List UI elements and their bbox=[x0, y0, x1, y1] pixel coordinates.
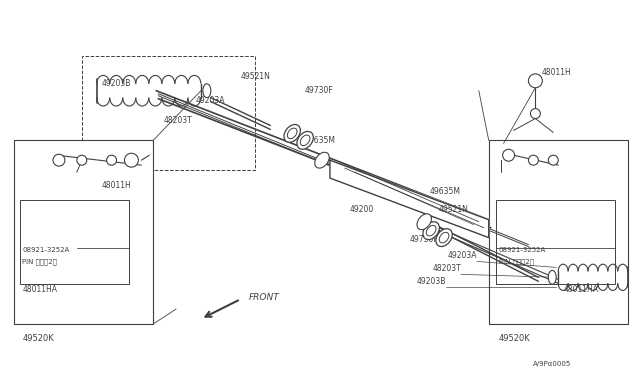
Text: 49203A: 49203A bbox=[196, 96, 225, 105]
Ellipse shape bbox=[417, 214, 431, 230]
Text: 49521N: 49521N bbox=[439, 205, 469, 214]
Circle shape bbox=[529, 155, 538, 165]
Circle shape bbox=[77, 155, 87, 165]
Circle shape bbox=[529, 74, 542, 88]
Text: A/9Pα0005: A/9Pα0005 bbox=[533, 361, 572, 367]
Ellipse shape bbox=[423, 222, 440, 240]
Circle shape bbox=[531, 109, 540, 119]
Ellipse shape bbox=[315, 152, 329, 168]
Ellipse shape bbox=[297, 131, 314, 149]
Text: 48203T: 48203T bbox=[432, 264, 461, 273]
Text: 49203A: 49203A bbox=[447, 251, 477, 260]
Bar bbox=[20, 200, 129, 284]
Text: FRONT: FRONT bbox=[248, 293, 279, 302]
Text: 49520K: 49520K bbox=[499, 334, 531, 343]
Bar bbox=[495, 200, 615, 284]
Text: 49730F: 49730F bbox=[305, 86, 334, 95]
Ellipse shape bbox=[284, 125, 300, 142]
Circle shape bbox=[548, 155, 558, 165]
Text: 49203B: 49203B bbox=[102, 79, 131, 88]
Text: 49203B: 49203B bbox=[417, 277, 446, 286]
Circle shape bbox=[53, 154, 65, 166]
Text: 49635M: 49635M bbox=[305, 136, 336, 145]
Text: PIN ピン（2）: PIN ピン（2） bbox=[499, 258, 534, 265]
Circle shape bbox=[107, 155, 116, 165]
Text: 48011H: 48011H bbox=[102, 180, 131, 189]
Ellipse shape bbox=[203, 84, 211, 98]
Ellipse shape bbox=[426, 225, 436, 236]
Polygon shape bbox=[330, 160, 489, 238]
Circle shape bbox=[502, 149, 515, 161]
Bar bbox=[82, 56, 255, 170]
Text: 08921-3252A: 08921-3252A bbox=[499, 247, 546, 253]
Text: 48011H: 48011H bbox=[541, 68, 571, 77]
Text: PIN ピン（2）: PIN ピン（2） bbox=[22, 258, 57, 265]
Bar bbox=[14, 140, 153, 324]
Text: 49635M: 49635M bbox=[429, 187, 460, 196]
Text: 49730F: 49730F bbox=[410, 235, 438, 244]
Text: 49521N: 49521N bbox=[241, 72, 271, 81]
Ellipse shape bbox=[548, 270, 556, 284]
Circle shape bbox=[124, 153, 138, 167]
Text: 49200: 49200 bbox=[350, 205, 374, 214]
Text: 48011HA: 48011HA bbox=[563, 285, 598, 294]
Text: 08921-3252A: 08921-3252A bbox=[22, 247, 70, 253]
Ellipse shape bbox=[300, 135, 310, 145]
Text: 49520K: 49520K bbox=[22, 334, 54, 343]
Text: 48203T: 48203T bbox=[163, 116, 192, 125]
Ellipse shape bbox=[287, 128, 297, 139]
Ellipse shape bbox=[439, 232, 449, 243]
Text: 48011HA: 48011HA bbox=[22, 285, 57, 294]
Ellipse shape bbox=[436, 229, 452, 247]
Bar bbox=[489, 140, 628, 324]
